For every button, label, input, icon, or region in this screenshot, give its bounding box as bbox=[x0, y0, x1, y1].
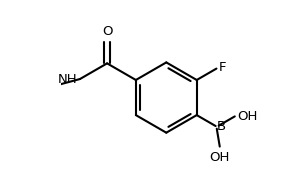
Text: OH: OH bbox=[237, 110, 258, 123]
Text: OH: OH bbox=[210, 151, 230, 164]
Text: F: F bbox=[218, 61, 226, 74]
Text: O: O bbox=[102, 25, 112, 38]
Text: NH: NH bbox=[58, 72, 78, 86]
Text: B: B bbox=[217, 120, 226, 133]
